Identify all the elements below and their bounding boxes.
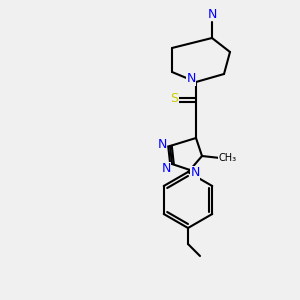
Text: S: S [170,92,178,104]
Text: N: N [190,167,200,179]
Text: N: N [207,8,217,20]
Text: CH₃: CH₃ [219,153,237,163]
Text: N: N [161,163,171,176]
Text: N: N [186,73,196,85]
Text: N: N [157,139,167,152]
